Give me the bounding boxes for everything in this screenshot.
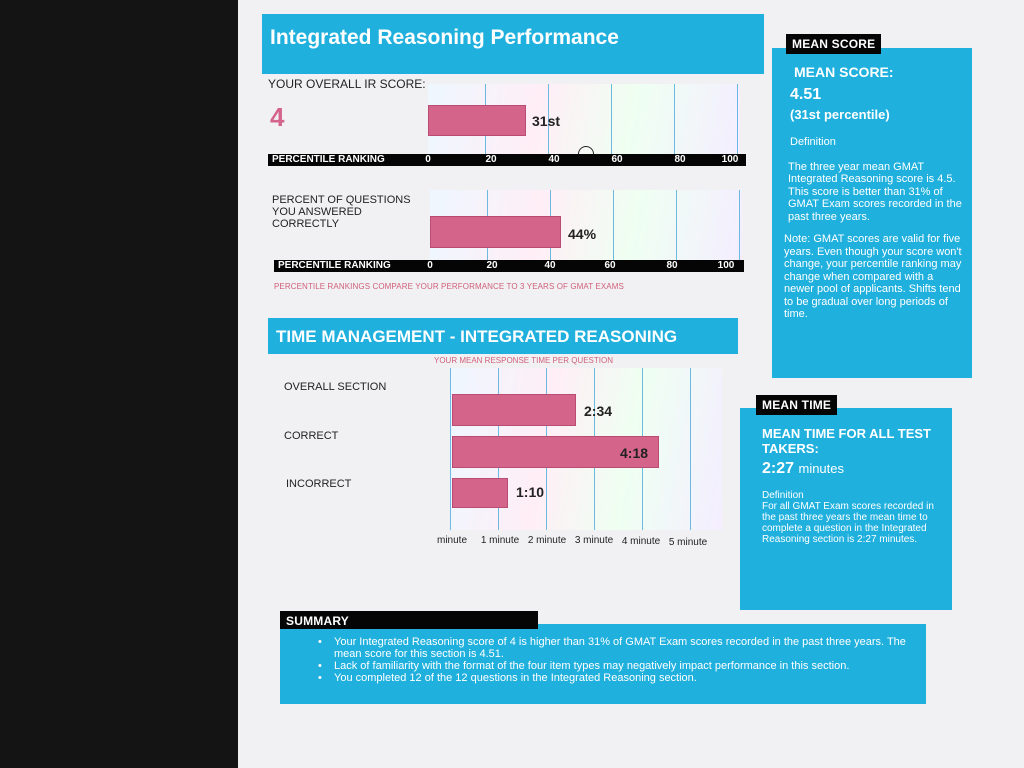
percentile-tick: 100 [721, 154, 739, 165]
percent-correct-value: 44% [568, 226, 597, 242]
mean-score-definition: The three year mean GMAT Integrated Reas… [788, 160, 962, 223]
overall-score-value: 4 [270, 102, 285, 132]
time-tick: 1 minute [480, 535, 520, 546]
percentile-tick: 100 [717, 260, 735, 271]
percentile-axis-title: PERCENTILE RANKING [278, 260, 391, 271]
time-tick: 4 minute [621, 536, 661, 547]
mean-marker-icon [578, 146, 594, 156]
time-bar-overall [452, 394, 576, 426]
time-management-banner: TIME MANAGEMENT - INTEGRATED REASONING [268, 318, 738, 354]
time-management-title: TIME MANAGEMENT - INTEGRATED REASONING [276, 327, 678, 346]
overall-score-label: YOUR OVERALL IR SCORE: [268, 77, 426, 91]
report-title: Integrated Reasoning Performance [270, 26, 619, 49]
percent-correct-label: PERCENT OF QUESTIONS YOU ANSWERED CORREC… [272, 194, 411, 230]
score-percentile-bar [428, 105, 526, 136]
mean-time-panel: MEAN TIME FOR ALL TEST TAKERS: 2:27 minu… [740, 408, 952, 610]
mean-score-value: 4.51 [790, 86, 822, 103]
mean-score-heading: MEAN SCORE: [794, 64, 894, 80]
percentile-tick: 20 [485, 154, 497, 165]
report-title-banner: Integrated Reasoning Performance [262, 14, 764, 74]
percentile-tick: 60 [611, 154, 623, 165]
score-percentile-label: 31st [532, 113, 561, 129]
percent-correct-bar [430, 216, 561, 248]
time-chart: 2:34 4:18 1:10 [450, 368, 722, 530]
time-bar-incorrect [452, 478, 508, 508]
time-tick: 2 minute [527, 535, 567, 546]
mean-score-tag: MEAN SCORE [786, 34, 882, 54]
mean-score-percentile: (31st percentile) [790, 107, 890, 122]
percentile-note: PERCENTILE RANKINGS COMPARE YOUR PERFORM… [274, 282, 624, 291]
summary-item: Lack of familiarity with the format of t… [318, 660, 912, 672]
mean-time-unit: minutes [798, 461, 845, 476]
summary-item: Your Integrated Reasoning score of 4 is … [318, 636, 912, 660]
percentile-tick: 80 [666, 260, 678, 271]
percentile-tick: 0 [425, 154, 431, 165]
time-row-label-overall: OVERALL SECTION [284, 381, 387, 393]
time-value-incorrect: 1:10 [516, 484, 545, 500]
mean-time-definition: For all GMAT Exam scores recorded in the… [762, 501, 934, 545]
summary-tag-label: SUMMARY [286, 614, 349, 628]
summary-panel: Your Integrated Reasoning score of 4 is … [280, 624, 926, 704]
time-row-label-correct: CORRECT [284, 430, 339, 442]
time-tick: 3 minute [574, 535, 614, 546]
time-bar-correct [452, 436, 659, 468]
time-tick: 5 minute [668, 537, 708, 548]
percentile-tick: 80 [674, 154, 686, 165]
mean-score-definition-label: Definition [790, 136, 836, 148]
percentile-tick: 40 [548, 154, 560, 165]
percentile-tick: 40 [544, 260, 556, 271]
percentile-axis-1: PERCENTILE RANKING 0 20 40 60 80 100 [268, 154, 746, 166]
summary-tag: SUMMARY [280, 611, 538, 629]
mean-time-definition-label: Definition [762, 490, 804, 501]
mean-time-heading: MEAN TIME FOR ALL TEST TAKERS: [762, 426, 931, 456]
percent-correct-chart: 44% [430, 190, 742, 260]
score-chart: 31st [428, 84, 740, 156]
mean-time-value: 2:27 [762, 460, 795, 477]
summary-list: Your Integrated Reasoning score of 4 is … [318, 636, 912, 684]
summary-item: You completed 12 of the 12 questions in … [318, 672, 912, 684]
score-report-page: Integrated Reasoning Performance YOUR OV… [238, 0, 1024, 768]
percentile-tick: 0 [427, 260, 433, 271]
time-tick: minute [436, 535, 468, 546]
percentile-axis-2: PERCENTILE RANKING 0 20 40 60 80 100 [274, 260, 744, 272]
time-value-overall: 2:34 [584, 403, 613, 419]
time-subtitle: YOUR MEAN RESPONSE TIME PER QUESTION [434, 356, 613, 365]
time-value-correct: 4:18 [620, 445, 649, 461]
mean-score-note: Note: GMAT scores are valid for five yea… [784, 233, 962, 320]
percentile-tick: 20 [486, 260, 498, 271]
time-row-label-incorrect: INCORRECT [286, 478, 352, 490]
percentile-tick: 60 [604, 260, 616, 271]
percentile-axis-title: PERCENTILE RANKING [272, 154, 385, 165]
mean-time-tag: MEAN TIME [756, 395, 838, 415]
mean-score-panel: MEAN SCORE: 4.51 (31st percentile) Defin… [772, 48, 972, 378]
